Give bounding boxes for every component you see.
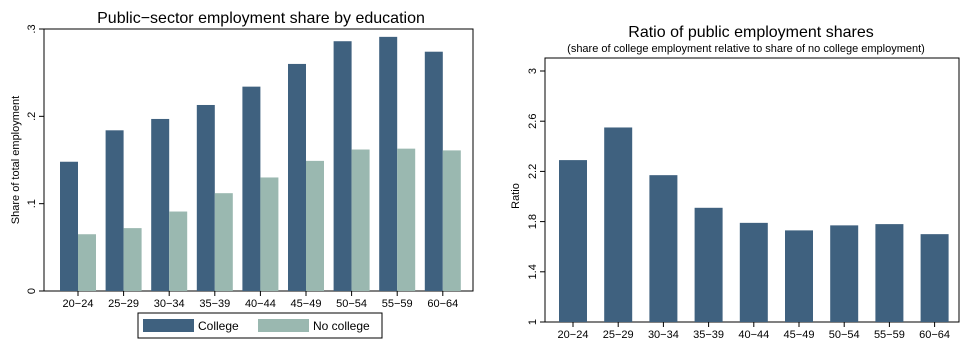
no-college-bar [442, 150, 461, 291]
left-x-axis: 20−24 25−29 30−34 35−39 40−44 45−49 50−54 55−59… [63, 291, 458, 310]
no-college-bar [123, 228, 142, 291]
x-tick-label: 20−24 [63, 298, 94, 310]
college-bar [424, 51, 443, 291]
no-college-bar [351, 149, 370, 291]
y-tick-label: 0 [26, 288, 38, 294]
y-tick-label: 3 [527, 68, 539, 74]
x-tick-label: 35−39 [199, 298, 230, 310]
left-legend: College No college [137, 312, 383, 339]
ratio-bar [559, 160, 587, 322]
y-tick-label: 1.4 [527, 264, 539, 279]
no-college-bar [260, 177, 279, 291]
ratio-bar [830, 225, 859, 322]
x-tick-label: 60−64 [427, 298, 458, 310]
x-tick-label: 55−59 [382, 298, 413, 310]
y-tick-label: 1.8 [527, 214, 539, 229]
y-tick-label: 2.2 [527, 164, 539, 179]
x-tick-label: 45−49 [291, 298, 322, 310]
x-tick-label: 30−34 [648, 329, 679, 340]
left-y-axis: 0 .1 .2 .3 [26, 24, 44, 294]
x-tick-label: 50−54 [336, 298, 367, 310]
college-bar [105, 130, 124, 291]
x-tick-label: 60−64 [919, 329, 950, 340]
no-college-bar [214, 193, 233, 291]
no-college-bar [397, 148, 416, 291]
left-bars [60, 36, 461, 291]
right-x-axis: 20−24 25−29 30−34 35−39 40−44 45−49 50−54 55−59… [558, 322, 950, 340]
college-bar [333, 41, 352, 291]
x-tick-label: 45−49 [784, 329, 815, 340]
left-chart-title: Public−sector employment share by educat… [97, 10, 425, 27]
x-tick-label: 25−29 [603, 329, 634, 340]
ratio-bar [649, 175, 678, 322]
x-tick-label: 55−59 [874, 329, 905, 340]
left-chart-ylabel: Share of total employment [10, 96, 22, 224]
x-tick-label: 50−54 [829, 329, 860, 340]
right-chart: Ratio of public employment shares (share… [510, 24, 960, 340]
ratio-bar [785, 230, 813, 322]
x-tick-label: 35−39 [693, 329, 724, 340]
college-bar [288, 63, 306, 291]
x-tick-label: 40−44 [738, 329, 769, 340]
college-bar [60, 161, 78, 291]
x-tick-label: 40−44 [245, 298, 276, 310]
right-chart-ylabel: Ratio [510, 183, 522, 209]
ratio-bar [739, 222, 768, 322]
college-bar [242, 86, 261, 291]
right-chart-subtitle: (share of college employment relative to… [567, 43, 925, 55]
college-bar [196, 104, 215, 291]
y-tick-label: .3 [26, 24, 38, 33]
x-tick-label: 30−34 [154, 298, 185, 310]
right-chart-title: Ratio of public employment shares [628, 24, 873, 41]
no-college-bar [78, 234, 96, 291]
legend-label-college: College [198, 319, 239, 333]
no-college-bar [306, 160, 324, 291]
legend-label-no-college: No college [313, 319, 370, 333]
no-college-bar [169, 211, 188, 291]
legend-swatch-college [143, 319, 194, 332]
college-bar [379, 36, 398, 291]
ratio-bar [694, 207, 723, 322]
ratio-bar [604, 127, 633, 322]
ratio-bar [920, 234, 949, 322]
y-tick-label: 2.6 [527, 114, 539, 129]
right-bars [559, 127, 949, 322]
left-chart: Public−sector employment share by educat… [10, 10, 474, 339]
legend-swatch-no-college [258, 319, 309, 332]
y-tick-label: .1 [26, 199, 38, 208]
x-tick-label: 20−24 [558, 329, 589, 340]
x-tick-label: 25−29 [108, 298, 139, 310]
college-bar [151, 118, 170, 291]
y-tick-label: .2 [26, 112, 38, 121]
right-y-axis: 1 1.4 1.8 2.2 2.6 3 [527, 68, 545, 325]
y-tick-label: 1 [527, 319, 539, 325]
ratio-bar [875, 224, 904, 322]
